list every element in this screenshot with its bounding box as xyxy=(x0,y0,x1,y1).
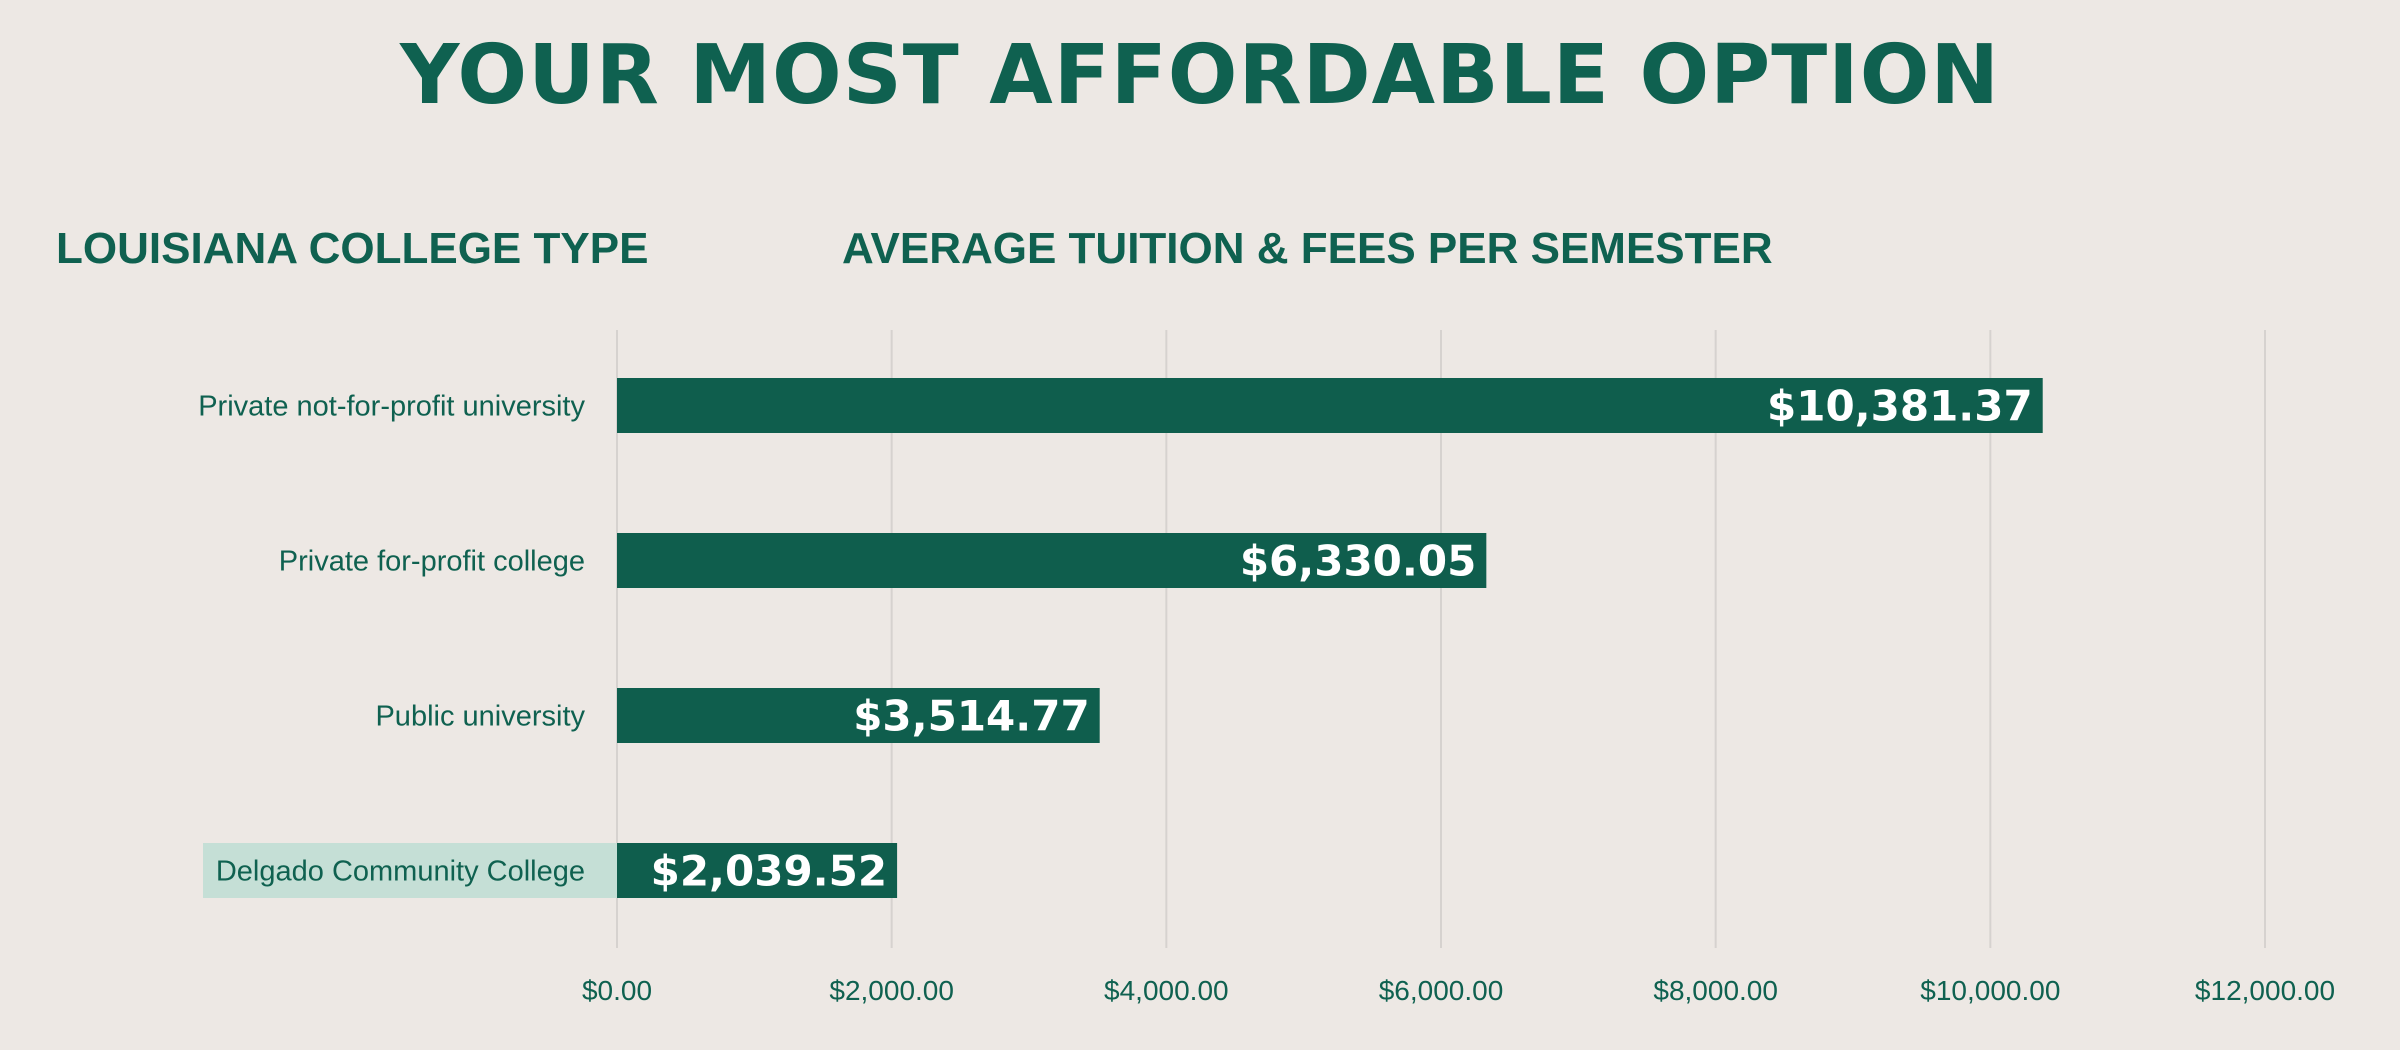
page-title: YOUR MOST AFFORDABLE OPTION xyxy=(399,28,2001,123)
category-label: Private not-for-profit university xyxy=(198,391,585,423)
x-tick-label: $0.00 xyxy=(582,975,652,1006)
category-label: Public university xyxy=(375,701,585,733)
bar xyxy=(617,533,1487,588)
highlight-layer xyxy=(203,843,617,898)
category-labels: Private not-for-profit university Private… xyxy=(198,391,585,888)
category-label: Private for-profit college xyxy=(279,546,585,578)
category-column-heading: LOUISIANA COLLEGE TYPE xyxy=(56,224,649,273)
x-tick-labels: $0.00 $2,000.00 $4,000.00 $6,000.00 $8,000.0… xyxy=(582,975,2335,1006)
value-column-heading: AVERAGE TUITION & FEES PER SEMESTER xyxy=(842,224,1773,273)
bars xyxy=(617,378,2043,898)
x-tick-label: $4,000.00 xyxy=(1104,975,1229,1006)
bar xyxy=(617,378,2043,433)
x-tick-label: $8,000.00 xyxy=(1653,975,1778,1006)
x-tick-label: $6,000.00 xyxy=(1379,975,1504,1006)
bar-value-label: $6,330.05 xyxy=(1240,537,1476,586)
x-tick-label: $12,000.00 xyxy=(2195,975,2335,1006)
bar xyxy=(617,688,1100,743)
x-tick-label: $2,000.00 xyxy=(829,975,954,1006)
bar-value-labels: $10,381.37 $6,330.05 $3,514.77 $2,039.52 xyxy=(651,382,2033,896)
category-label: Delgado Community College xyxy=(216,856,585,888)
category-highlight xyxy=(203,843,617,898)
bar-value-label: $2,039.52 xyxy=(651,847,887,896)
x-tick-label: $10,000.00 xyxy=(1920,975,2060,1006)
bar-value-label: $10,381.37 xyxy=(1767,382,2033,431)
bar xyxy=(617,843,898,898)
bar-value-label: $3,514.77 xyxy=(853,692,1089,741)
